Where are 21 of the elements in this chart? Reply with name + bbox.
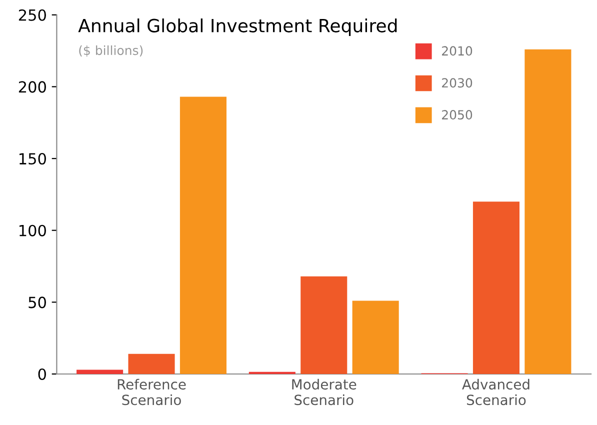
y-tick-label: 150: [20, 152, 46, 165]
bar: [128, 354, 175, 374]
x-tick-label: Moderate Scenario: [292, 378, 356, 406]
legend-label: 2050: [442, 110, 472, 120]
text: ($ billions): [79, 45, 143, 57]
legend-label: 2010: [442, 46, 472, 56]
bar: [352, 300, 399, 374]
y-tick-label: 50: [28, 296, 46, 308]
bar: [180, 96, 226, 374]
y-tick-label: 100: [20, 224, 46, 236]
bar: [524, 49, 572, 374]
x-tick-label: Reference Scenario: [118, 378, 186, 406]
y-tick-label: 0: [38, 368, 46, 380]
y-tick-label: 250: [18, 9, 46, 21]
x-tick-label: Advanced Scenario: [462, 378, 530, 406]
legend-label: 2030: [442, 78, 472, 88]
bar: [300, 276, 348, 374]
y-tick-label: 200: [18, 81, 46, 93]
bar: [76, 370, 124, 374]
chart-title: Annual Global Investment Required: [78, 18, 397, 36]
bar: [472, 202, 520, 374]
